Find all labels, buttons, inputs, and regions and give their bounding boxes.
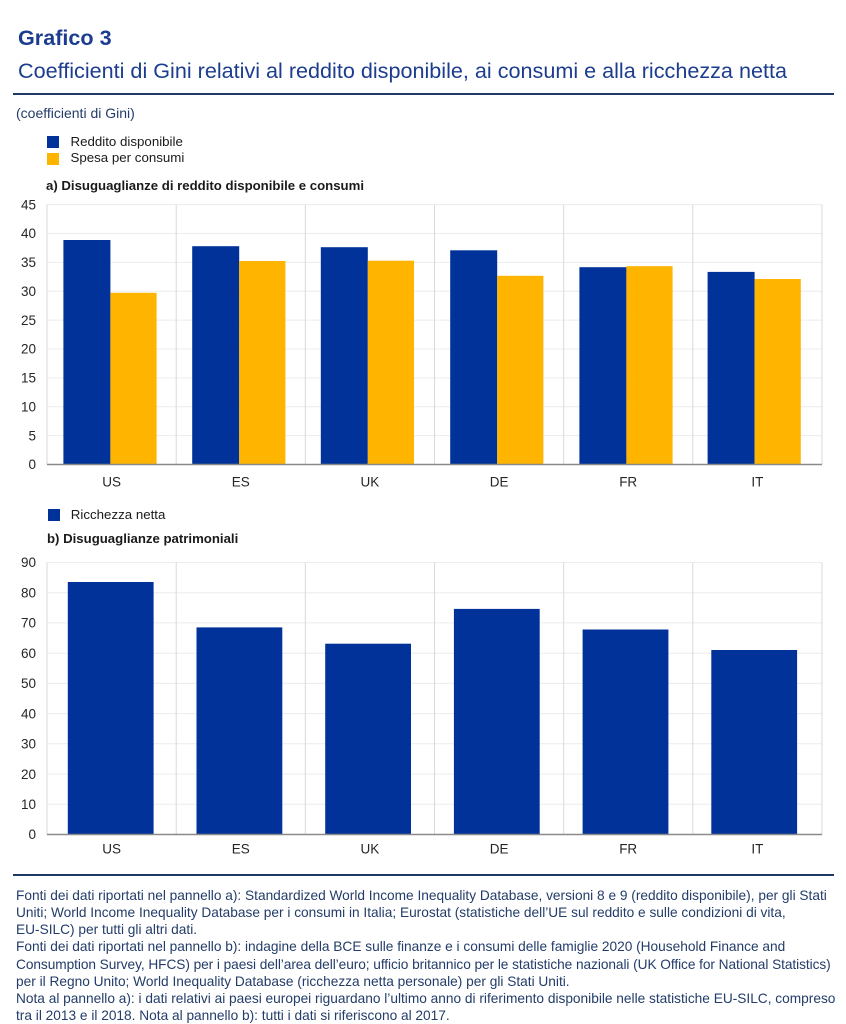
svg-text:US: US [102, 842, 121, 857]
svg-text:DE: DE [490, 842, 509, 857]
svg-text:0: 0 [28, 827, 36, 842]
svg-text:FR: FR [619, 475, 637, 490]
svg-text:70: 70 [21, 616, 36, 631]
svg-text:20: 20 [21, 342, 36, 357]
svg-text:35: 35 [21, 255, 36, 270]
svg-text:80: 80 [21, 585, 36, 600]
svg-text:DE: DE [490, 475, 509, 490]
svg-text:ES: ES [232, 842, 250, 857]
svg-text:ES: ES [232, 475, 250, 490]
svg-text:90: 90 [21, 555, 36, 570]
svg-text:10: 10 [21, 399, 36, 414]
svg-text:20: 20 [21, 767, 36, 782]
svg-text:UK: UK [361, 842, 380, 857]
svg-text:25: 25 [21, 313, 36, 328]
svg-text:40: 40 [21, 706, 36, 721]
svg-text:50: 50 [21, 676, 36, 691]
svg-text:FR: FR [619, 842, 637, 857]
svg-text:15: 15 [21, 371, 36, 386]
svg-text:10: 10 [21, 797, 36, 812]
svg-text:IT: IT [751, 842, 763, 857]
svg-text:30: 30 [21, 737, 36, 752]
svg-text:40: 40 [21, 226, 36, 241]
svg-text:30: 30 [21, 284, 36, 299]
svg-text:UK: UK [361, 475, 380, 490]
svg-text:US: US [102, 475, 121, 490]
svg-text:45: 45 [21, 197, 36, 212]
svg-text:5: 5 [28, 428, 36, 443]
svg-text:60: 60 [21, 646, 36, 661]
svg-text:IT: IT [751, 475, 763, 490]
svg-text:0: 0 [28, 457, 36, 472]
